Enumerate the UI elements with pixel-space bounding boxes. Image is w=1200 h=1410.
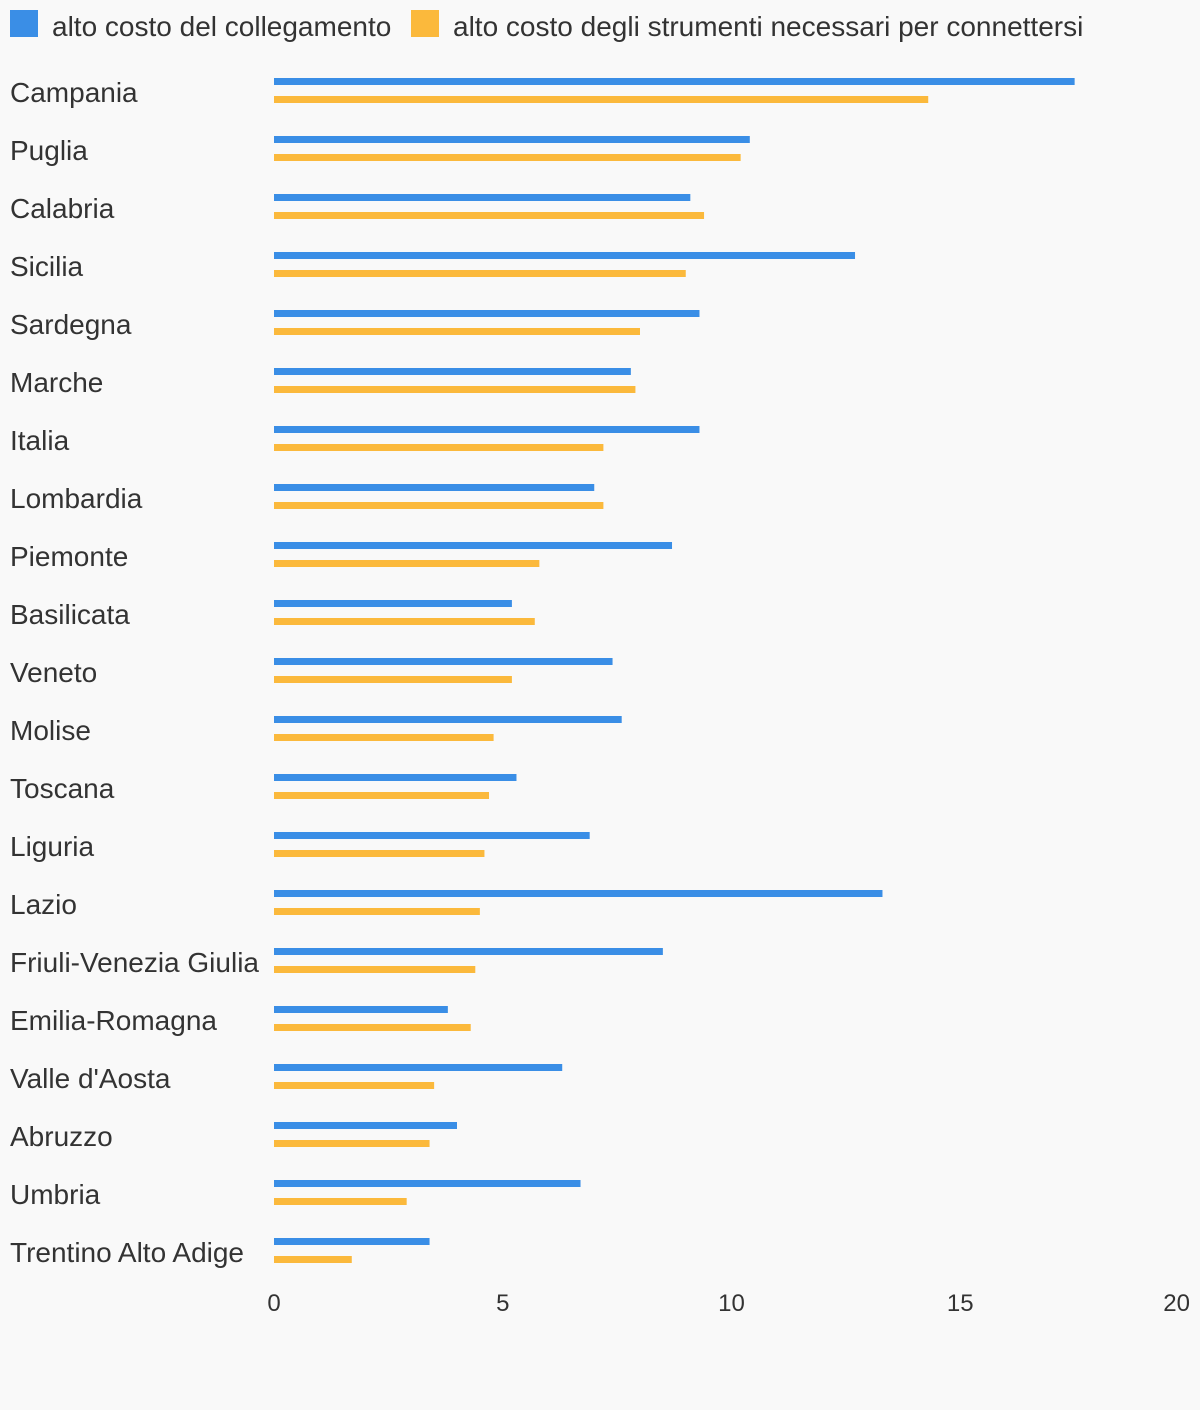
bar-series-2: [274, 850, 485, 857]
category-label: Emilia-Romagna: [10, 1005, 217, 1036]
bar-series-1: [274, 832, 590, 839]
legend-label-2: alto costo degli strumenti necessari per…: [453, 11, 1083, 42]
legend-swatch-1: [10, 10, 38, 37]
category-label: Marche: [10, 367, 103, 398]
bar-series-2: [274, 1082, 435, 1089]
category-label: Campania: [10, 77, 138, 108]
category-label: Calabria: [10, 193, 115, 224]
category-label: Sicilia: [10, 251, 84, 282]
x-tick-label: 5: [496, 1290, 509, 1317]
category-label: Friuli-Venezia Giulia: [10, 947, 259, 978]
category-label: Puglia: [10, 135, 88, 166]
bar-series-1: [274, 1064, 563, 1071]
bar-series-1: [274, 948, 663, 955]
bar-series-2: [274, 792, 490, 799]
bar-series-2: [274, 444, 604, 451]
legend-swatch-2: [411, 10, 439, 37]
x-tick-label: 20: [1163, 1290, 1190, 1317]
category-label: Valle d'Aosta: [10, 1063, 171, 1094]
bar-series-2: [274, 154, 741, 161]
bar-series-2: [274, 1024, 471, 1031]
bar-series-1: [274, 194, 691, 201]
bar-series-1: [274, 1180, 581, 1187]
bar-series-2: [274, 966, 476, 973]
category-label: Toscana: [10, 773, 115, 804]
bar-series-2: [274, 96, 929, 103]
bar-series-1: [274, 136, 750, 143]
bar-series-2: [274, 328, 640, 335]
bar-series-1: [274, 542, 673, 549]
bar-series-1: [274, 426, 700, 433]
category-label: Lombardia: [10, 483, 143, 514]
bar-series-1: [274, 368, 631, 375]
bar-series-1: [274, 252, 856, 259]
chart-legend: alto costo del collegamento alto costo de…: [10, 10, 1083, 42]
bar-series-1: [274, 484, 595, 491]
bar-series-2: [274, 676, 512, 683]
bar-series-1: [274, 658, 613, 665]
category-label: Lazio: [10, 889, 77, 920]
category-label: Piemonte: [10, 541, 128, 572]
bar-series-2: [274, 1198, 407, 1205]
bar-series-1: [274, 1006, 448, 1013]
bar-series-2: [274, 502, 604, 509]
x-tick-label: 15: [947, 1290, 974, 1317]
bar-series-2: [274, 386, 636, 393]
bar-series-2: [274, 734, 494, 741]
bar-series-1: [274, 716, 622, 723]
bar-series-2: [274, 618, 535, 625]
category-label: Sardegna: [10, 309, 132, 340]
bar-series-1: [274, 1238, 430, 1245]
bar-series-1: [274, 1122, 457, 1129]
bar-series-1: [274, 600, 512, 607]
bar-series-2: [274, 1140, 430, 1147]
bar-series-1: [274, 890, 883, 897]
bar-series-2: [274, 560, 540, 567]
legend-label-1: alto costo del collegamento: [52, 11, 391, 42]
bars: [274, 78, 1075, 1263]
bar-series-2: [274, 1256, 352, 1263]
category-label: Abruzzo: [10, 1121, 113, 1152]
category-label: Umbria: [10, 1179, 101, 1210]
x-tick-label: 0: [267, 1290, 280, 1317]
x-axis: 0 5 10 15 20: [267, 1290, 1190, 1317]
bar-series-1: [274, 310, 700, 317]
bar-series-2: [274, 908, 480, 915]
bar-series-2: [274, 212, 705, 219]
bar-series-1: [274, 774, 517, 781]
category-labels: Campania Puglia Calabria Sicilia Sardegna Mar…: [10, 77, 259, 1268]
category-label: Basilicata: [10, 599, 130, 630]
bar-series-1: [274, 78, 1075, 85]
x-tick-label: 10: [718, 1290, 745, 1317]
category-label: Trentino Alto Adige: [10, 1237, 244, 1268]
bar-series-2: [274, 270, 686, 277]
category-label: Italia: [10, 425, 70, 456]
category-label: Veneto: [10, 657, 97, 688]
category-label: Liguria: [10, 831, 94, 862]
category-label: Molise: [10, 715, 91, 746]
